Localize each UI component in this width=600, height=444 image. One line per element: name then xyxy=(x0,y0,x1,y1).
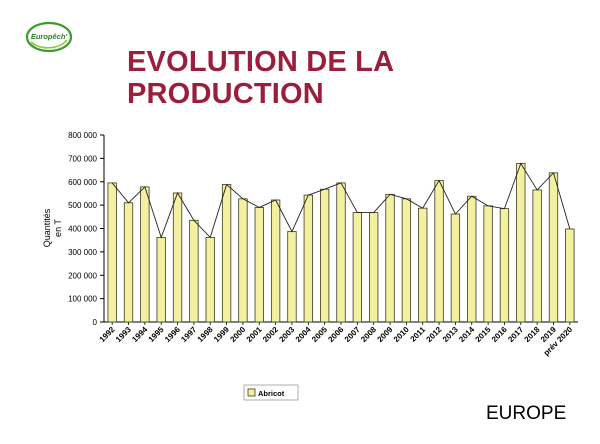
bar-2011 xyxy=(418,207,428,323)
bar-1992 xyxy=(107,182,117,323)
x-tick-label: 2006 xyxy=(326,325,345,344)
x-tick-label: 2013 xyxy=(441,325,460,344)
bar-2005 xyxy=(320,188,330,323)
y-tick-label: 200 000 xyxy=(68,271,97,280)
bar-1999 xyxy=(221,184,232,323)
y-tick-label: 300 000 xyxy=(68,248,97,257)
bar-2009 xyxy=(385,193,395,323)
y-tick-label: 0 xyxy=(93,318,98,327)
x-tick-label: 2009 xyxy=(376,325,395,344)
x-tick-label: 2012 xyxy=(425,325,444,344)
x-tick-label: 2008 xyxy=(359,325,378,344)
x-tick-label: 2017 xyxy=(506,325,525,344)
bar-1997 xyxy=(189,219,199,323)
chart-legend: Abricot xyxy=(243,384,299,401)
bar-2003 xyxy=(287,231,297,323)
bar-2007 xyxy=(352,212,362,323)
x-tick-label: 2004 xyxy=(294,325,313,344)
bar-2015 xyxy=(483,205,493,323)
x-tick-label: 2016 xyxy=(490,325,509,344)
legend-swatch xyxy=(247,388,256,397)
bar-2012 xyxy=(434,180,444,323)
x-tick-label: 2015 xyxy=(474,325,493,344)
x-tick-label: 1996 xyxy=(163,325,182,344)
y-axis-title: Quantités en T xyxy=(42,208,63,247)
x-tick-label: 2011 xyxy=(408,325,427,344)
bar-2004 xyxy=(303,194,313,323)
bar-prév 2020 xyxy=(565,228,575,323)
x-tick-label: 1999 xyxy=(212,325,231,344)
legend-label: Abricot xyxy=(258,389,285,398)
y-tick-label: 100 000 xyxy=(68,295,97,304)
europech-logo: Europêch' xyxy=(25,21,73,53)
x-tick-label: 2007 xyxy=(343,325,362,344)
x-tick-label: 2003 xyxy=(277,325,296,344)
y-axis-title-line: en T xyxy=(53,219,63,237)
x-tick-label: 2001 xyxy=(245,325,264,344)
x-tick-label: 1992 xyxy=(98,325,117,344)
title-line-1: EVOLUTION DE LA xyxy=(127,46,395,78)
page-title: EVOLUTION DE LA PRODUCTION xyxy=(127,46,394,110)
bar-1995 xyxy=(156,236,166,323)
bar-2010 xyxy=(401,198,412,323)
x-tick-label: 2018 xyxy=(523,325,542,344)
bar-2017 xyxy=(516,163,526,323)
y-tick-label: 800 000 xyxy=(68,131,97,140)
logo-text: Europêch' xyxy=(31,32,68,41)
x-tick-label: 1993 xyxy=(114,325,133,344)
bar-2006 xyxy=(336,182,346,323)
bar-2019 xyxy=(548,172,559,323)
x-tick-label: 1995 xyxy=(147,325,166,344)
x-tick-label: 1994 xyxy=(130,325,149,344)
bar-1998 xyxy=(205,236,215,323)
chart-line xyxy=(111,162,571,239)
region-label: EUROPE xyxy=(486,403,567,424)
x-tick-label: 2014 xyxy=(457,325,476,344)
bar-2001 xyxy=(254,207,264,323)
bar-2002 xyxy=(270,199,281,323)
y-tick-label: 400 000 xyxy=(68,225,97,234)
bar-2018 xyxy=(532,189,542,323)
y-tick-label: 700 000 xyxy=(68,154,97,163)
bar-2014 xyxy=(467,195,477,323)
bar-2000 xyxy=(238,198,248,323)
bar-2016 xyxy=(499,208,510,323)
series-line-Abricot xyxy=(111,162,571,239)
x-tick-label: 2010 xyxy=(392,325,411,344)
bar-2008 xyxy=(369,212,379,323)
bar-1993 xyxy=(123,202,134,323)
x-tick-label: 2000 xyxy=(228,325,247,344)
x-tick-label: 1997 xyxy=(179,325,198,344)
bar-1994 xyxy=(140,186,150,323)
y-tick-label: 600 000 xyxy=(68,178,97,187)
bar-1996 xyxy=(172,192,183,323)
x-tick-label: 1998 xyxy=(196,325,215,344)
chart-bars xyxy=(107,163,575,323)
y-axis-title-line: Quantités xyxy=(42,208,52,247)
legend-box xyxy=(243,384,299,401)
bar-2013 xyxy=(450,213,461,323)
y-tick-label: 500 000 xyxy=(68,201,97,210)
title-line-2: PRODUCTION xyxy=(127,78,324,110)
x-tick-label: 2002 xyxy=(261,325,280,344)
x-tick-label: 2005 xyxy=(310,325,329,344)
